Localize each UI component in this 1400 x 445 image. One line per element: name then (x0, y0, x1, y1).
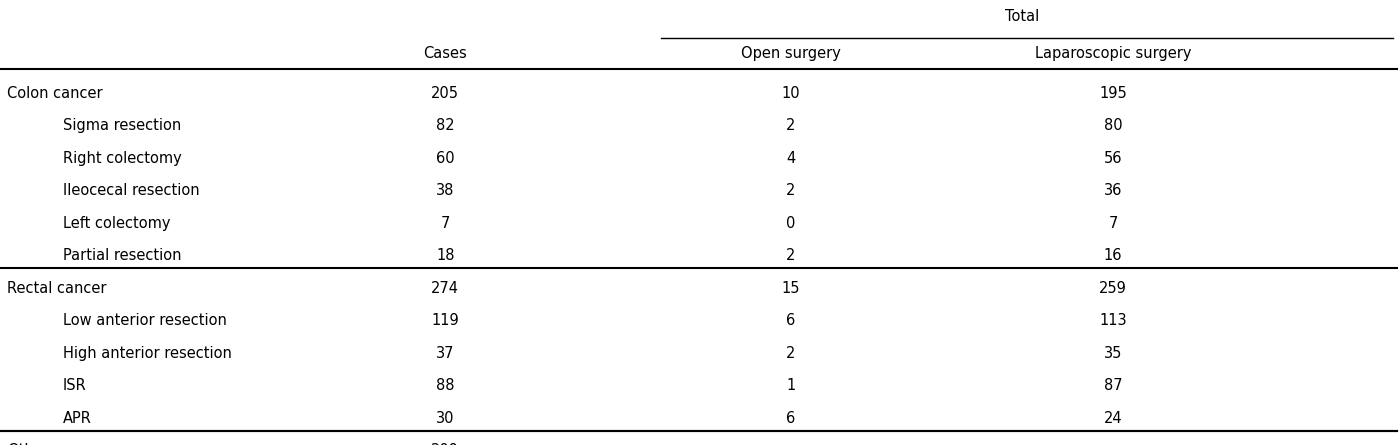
Text: 18: 18 (435, 248, 455, 263)
Text: 2: 2 (787, 118, 795, 134)
Text: Colon cancer: Colon cancer (7, 86, 102, 101)
Text: 56: 56 (1103, 151, 1123, 166)
Text: 15: 15 (781, 281, 801, 296)
Text: Total: Total (1005, 9, 1039, 24)
Text: 82: 82 (435, 118, 455, 134)
Text: 2: 2 (787, 248, 795, 263)
Text: 0: 0 (787, 216, 795, 231)
Text: 209: 209 (431, 443, 459, 445)
Text: Left colectomy: Left colectomy (63, 216, 171, 231)
Text: 7: 7 (1109, 216, 1117, 231)
Text: 38: 38 (435, 183, 455, 198)
Text: 6: 6 (787, 411, 795, 426)
Text: Others: Others (7, 443, 56, 445)
Text: Right colectomy: Right colectomy (63, 151, 182, 166)
Text: Cases: Cases (423, 46, 468, 61)
Text: High anterior resection: High anterior resection (63, 346, 232, 361)
Text: Low anterior resection: Low anterior resection (63, 313, 227, 328)
Text: Rectal cancer: Rectal cancer (7, 281, 106, 296)
Text: 80: 80 (1103, 118, 1123, 134)
Text: 4: 4 (787, 151, 795, 166)
Text: Laparoscopic surgery: Laparoscopic surgery (1035, 46, 1191, 61)
Text: 259: 259 (1099, 281, 1127, 296)
Text: 87: 87 (1103, 378, 1123, 393)
Text: 10: 10 (781, 86, 801, 101)
Text: 24: 24 (1103, 411, 1123, 426)
Text: 113: 113 (1099, 313, 1127, 328)
Text: 36: 36 (1103, 183, 1123, 198)
Text: Open surgery: Open surgery (741, 46, 841, 61)
Text: 205: 205 (431, 86, 459, 101)
Text: 1: 1 (787, 378, 795, 393)
Text: 2: 2 (787, 183, 795, 198)
Text: 60: 60 (435, 151, 455, 166)
Text: Partial resection: Partial resection (63, 248, 182, 263)
Text: Ileocecal resection: Ileocecal resection (63, 183, 200, 198)
Text: APR: APR (63, 411, 92, 426)
Text: 30: 30 (435, 411, 455, 426)
Text: 6: 6 (787, 313, 795, 328)
Text: 35: 35 (1103, 346, 1123, 361)
Text: ISR: ISR (63, 378, 87, 393)
Text: 7: 7 (441, 216, 449, 231)
Text: 2: 2 (787, 346, 795, 361)
Text: Sigma resection: Sigma resection (63, 118, 181, 134)
Text: 88: 88 (435, 378, 455, 393)
Text: 37: 37 (435, 346, 455, 361)
Text: 119: 119 (431, 313, 459, 328)
Text: 195: 195 (1099, 86, 1127, 101)
Text: 274: 274 (431, 281, 459, 296)
Text: 16: 16 (1103, 248, 1123, 263)
